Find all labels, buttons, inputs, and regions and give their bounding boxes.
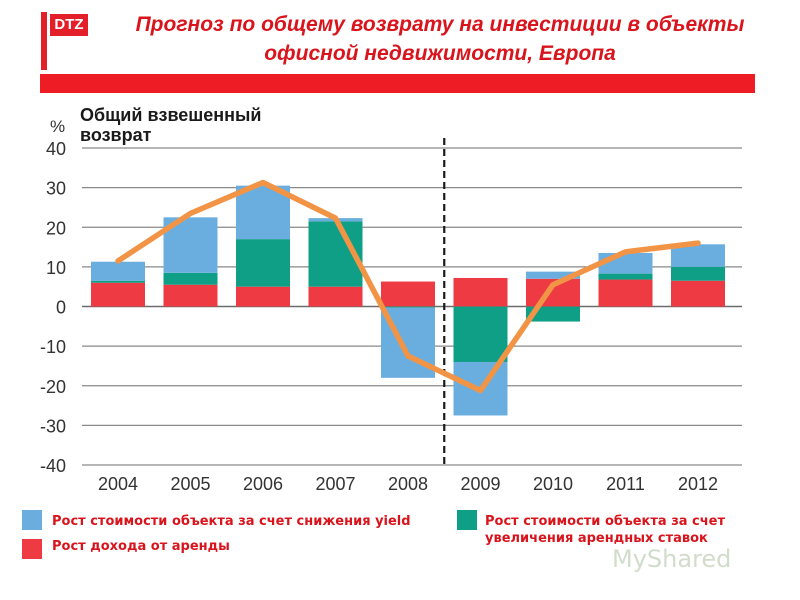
legend-swatch-rent-growth (457, 510, 477, 530)
logo-stripe (41, 36, 45, 70)
bar-segment-2011-series-0 (598, 279, 653, 307)
bar-segment-2009-series-0 (453, 277, 508, 307)
bar-segment-2008-series-1 (381, 306, 435, 308)
y-tick-label: 20 (46, 218, 66, 238)
legend-label-yield: Рост стоимости объекта за счет снижения … (52, 514, 411, 529)
y-tick-label: -30 (40, 416, 66, 436)
legend-swatch-income (22, 539, 42, 559)
dtz-logo: DTZ (50, 14, 88, 36)
y-tick-label: 40 (46, 139, 66, 159)
slide-title: Прогноз по общему возврату на инвестиции… (135, 13, 745, 65)
bar-segment-2009-series-1 (453, 306, 508, 362)
y-axis-unit: % (50, 117, 65, 136)
bar-segment-2011-series-1 (598, 273, 653, 280)
y-tick-label: 10 (46, 258, 66, 278)
bar-segment-2005-series-1 (163, 272, 218, 285)
x-tick-label: 2005 (170, 474, 210, 494)
x-tick-label: 2010 (533, 474, 573, 494)
legend-swatch-yield (22, 510, 42, 530)
bar-segment-2010-series-2 (526, 271, 580, 279)
total-return-line (115, 179, 701, 394)
legend-label-income: Рост дохода от аренды (52, 539, 230, 554)
bar-segment-2004-series-2 (91, 261, 145, 281)
bar-segment-2004-series-0 (91, 282, 145, 307)
bar-segment-2006-series-0 (236, 286, 290, 307)
bar-segment-2006-series-1 (236, 239, 290, 287)
x-tick-label: 2009 (460, 474, 500, 494)
y-tick-label: 0 (56, 298, 66, 318)
bar-segment-2008-series-0 (381, 281, 435, 307)
x-tick-label: 2008 (388, 474, 428, 494)
bar-segment-2012-series-1 (671, 266, 725, 281)
bar-segment-2004-series-1 (91, 280, 145, 283)
bar-segment-2012-series-2 (671, 244, 725, 267)
x-tick-label: 2007 (315, 474, 355, 494)
bar-segment-2010-series-1 (526, 306, 580, 322)
y-tick-label: -10 (40, 337, 66, 357)
chart-title-line: возврат (80, 125, 152, 145)
watermark: MyShared (612, 545, 732, 573)
y-tick-label: -40 (40, 456, 66, 476)
x-tick-label: 2012 (678, 474, 718, 494)
x-tick-label: 2004 (98, 474, 138, 494)
bar-segment-2012-series-0 (671, 280, 725, 307)
bar-segment-2005-series-0 (163, 284, 218, 307)
y-tick-label: 30 (46, 179, 66, 199)
bar-segment-2007-series-0 (308, 286, 363, 307)
bar-segment-2006-series-2 (236, 185, 290, 240)
x-tick-label: 2006 (243, 474, 283, 494)
y-tick-label: -20 (40, 377, 66, 397)
x-tick-label: 2011 (606, 474, 645, 494)
legend-label-rent-growth: Рост стоимости объекта за счет увеличени… (485, 514, 726, 546)
title-underline-bar (40, 74, 755, 93)
chart-title-line: Общий взвешенный (80, 105, 262, 125)
